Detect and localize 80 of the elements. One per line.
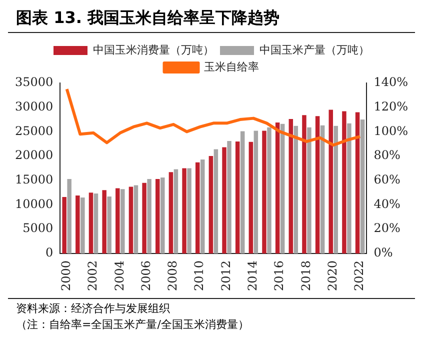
y-tick-label: 30000 [14, 99, 54, 114]
bar [275, 122, 280, 254]
bar [120, 189, 125, 254]
bar [334, 126, 338, 254]
y-tick-label: 25000 [14, 124, 54, 138]
bar [214, 149, 218, 254]
legend-label: 中国玉米产量（万吨） [260, 43, 370, 56]
bar [347, 123, 352, 254]
y-tick-label: 10000 [14, 196, 54, 211]
chart-title: 图表 13. 我国玉米自给率呈下降趋势 [8, 8, 415, 33]
text: 资料来源：经济合作与发展组织 [16, 301, 171, 317]
bar [240, 131, 245, 254]
x-tick-label: 2022 [352, 260, 366, 292]
x-tick-label: 2004 [112, 260, 126, 292]
bar [147, 178, 152, 254]
y2-tick-label: 40% [374, 196, 400, 211]
bar [254, 130, 258, 254]
bar [262, 130, 266, 254]
y-tick-label: 0 [46, 246, 54, 260]
bar [142, 182, 146, 254]
bar [134, 185, 138, 254]
bar [288, 119, 294, 254]
bar [160, 177, 165, 254]
bar [88, 192, 94, 254]
bar [102, 190, 106, 254]
x-tick-label: 2008 [166, 260, 180, 292]
y-tick-label: 5000 [22, 221, 54, 236]
bar [294, 126, 298, 254]
bar [320, 125, 325, 254]
y2-tick-label: 60% [374, 172, 400, 187]
bar [227, 140, 232, 254]
y-tick-label: 20000 [14, 148, 54, 162]
bar [200, 159, 205, 254]
bar [235, 141, 240, 254]
bar [195, 162, 200, 254]
x-tick-label: 2010 [192, 260, 206, 292]
x-tick-label: 2020 [326, 260, 340, 292]
bar [62, 196, 66, 254]
bar [222, 147, 226, 254]
bar [116, 188, 120, 254]
x-tick-label: 2002 [86, 260, 100, 292]
bar [208, 156, 214, 254]
bar [187, 168, 192, 254]
bar [302, 115, 306, 254]
x-tick-label: 2018 [298, 260, 313, 292]
bar [307, 127, 312, 254]
bar [156, 178, 160, 254]
x-tick-label: 2000 [58, 260, 73, 292]
y2-tick-label: 100% [374, 124, 408, 138]
bar [355, 112, 360, 254]
bar [67, 178, 72, 254]
legend-label: 中国玉米消费量（万吨） [93, 43, 214, 56]
bar [360, 120, 365, 254]
x-tick-label: 2012 [218, 260, 233, 292]
y2-tick-label: 20% [374, 221, 400, 236]
legend-label: 玉米自给率 [204, 60, 259, 74]
bar [174, 169, 178, 254]
bar [267, 127, 272, 254]
bar [107, 196, 112, 254]
y2-tick-label: 80% [374, 148, 400, 162]
y2-tick-label: 120% [374, 99, 408, 114]
x-tick-label: 2016 [272, 260, 286, 292]
bar [328, 110, 333, 254]
bar [94, 194, 98, 254]
y-tick-label: 15000 [14, 172, 54, 187]
y-tick-label: 35000 [14, 75, 54, 90]
bar [76, 196, 80, 254]
bar [128, 186, 134, 254]
bar [168, 172, 174, 254]
text: （注：自给率=全国玉米产量/全国玉米消费量） [16, 317, 250, 333]
bar [280, 124, 285, 254]
x-tick-label: 2006 [138, 260, 153, 292]
y2-tick-label: 0% [374, 246, 393, 260]
bar [182, 168, 186, 254]
y2-tick-label: 140% [374, 75, 408, 90]
bar [248, 142, 254, 254]
x-tick-label: 2014 [246, 260, 260, 292]
bar [342, 111, 346, 254]
bar [80, 197, 85, 254]
bar [315, 116, 320, 254]
